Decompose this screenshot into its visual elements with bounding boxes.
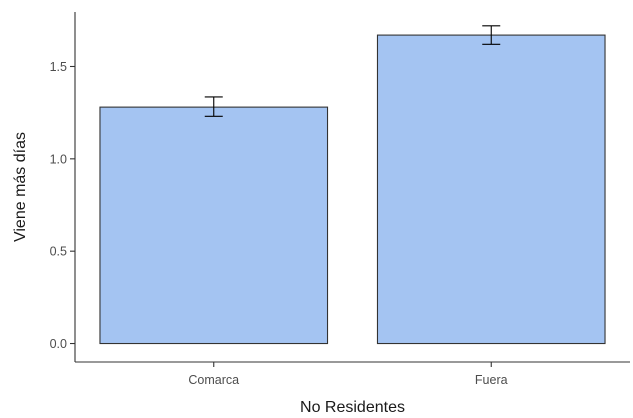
error-bars-group — [204, 25, 501, 117]
bars-group — [99, 34, 606, 345]
y-tick-label: 0.5 — [50, 245, 67, 259]
x-tick-label: Comarca — [188, 373, 239, 387]
bar-fuera — [376, 34, 606, 345]
y-tick-label: 0.0 — [50, 337, 67, 351]
y-axis-ticks: 0.0 0.5 1.0 1.5 — [50, 60, 75, 351]
y-axis-title: Viene más días — [12, 132, 29, 242]
bar-comarca — [99, 106, 329, 345]
x-tick-label: Fuera — [475, 373, 508, 387]
x-axis-title: No Residentes — [300, 399, 405, 416]
y-tick-label: 1.0 — [50, 152, 67, 166]
y-tick-label: 1.5 — [50, 60, 67, 74]
x-axis-ticks: Comarca Fuera — [188, 362, 508, 387]
